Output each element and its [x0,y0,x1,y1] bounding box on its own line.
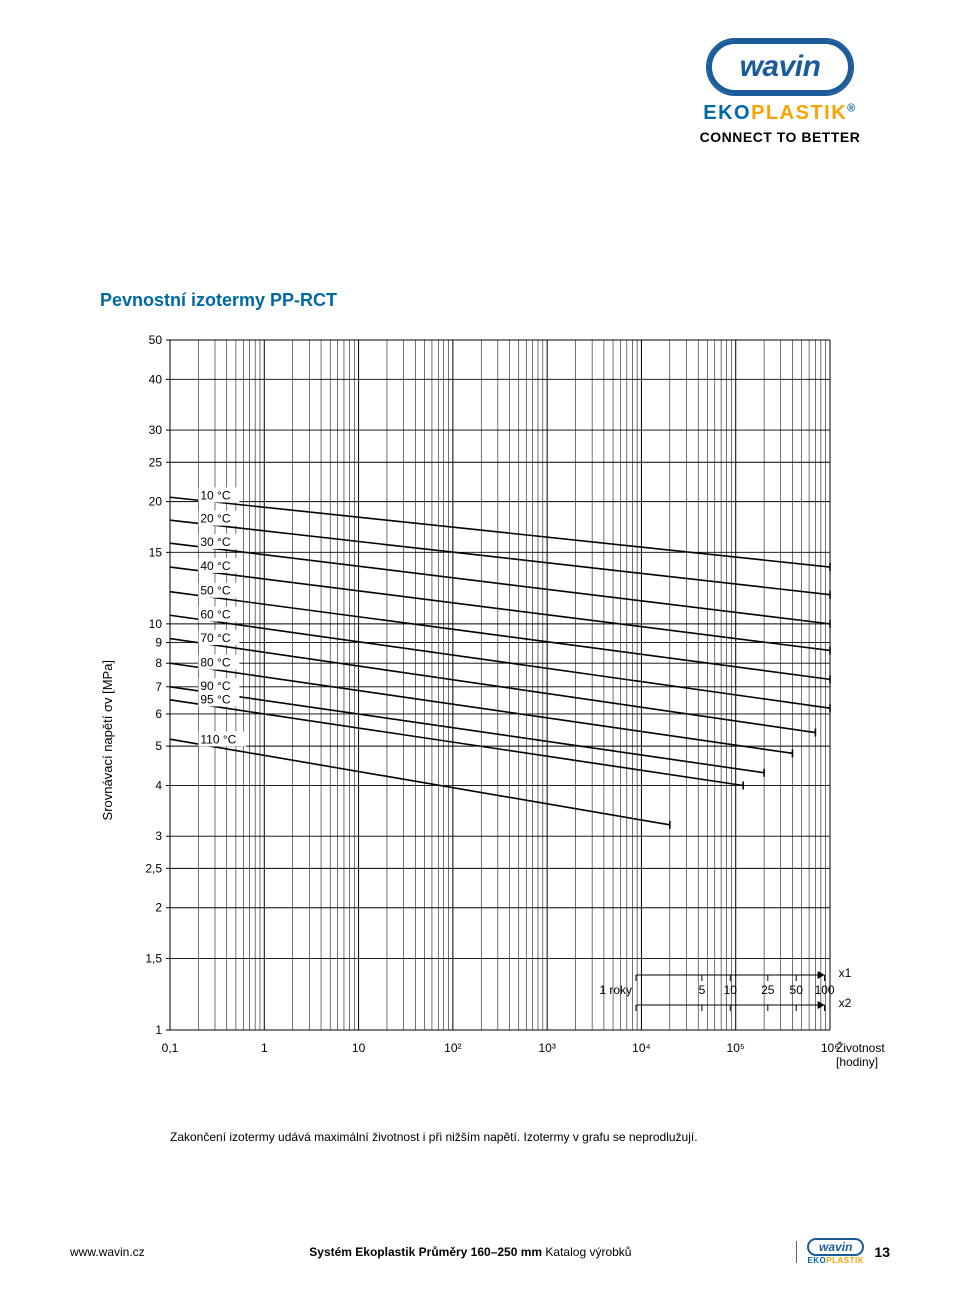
svg-text:10: 10 [352,1041,366,1055]
wavin-logo: wavin [708,40,853,94]
svg-text:1: 1 [261,1041,268,1055]
svg-text:10: 10 [724,983,738,997]
svg-text:40 °C: 40 °C [200,559,230,573]
svg-text:x1: x1 [839,966,852,980]
svg-text:20 °C: 20 °C [200,512,230,526]
svg-text:[hodiny]: [hodiny] [836,1055,878,1069]
mini-ekoplastik: EKOPLASTIK [807,1256,864,1265]
svg-text:Srovnávací napětí σv [MPa]: Srovnávací napětí σv [MPa] [100,660,115,821]
brand-block: wavin EKOPLASTIK® CONNECT TO BETTER [670,40,890,145]
svg-text:6: 6 [155,707,162,721]
svg-text:2: 2 [155,901,162,915]
footer-doc-title-light: Katalog výrobků [542,1245,631,1259]
svg-text:10³: 10³ [538,1041,555,1055]
chart-svg: 5040302520151098765432,521,510,111010²10… [70,330,890,1120]
svg-text:1: 1 [155,1023,162,1037]
svg-text:40: 40 [149,372,163,386]
footer-doc-title: Systém Ekoplastik Průměry 160–250 mm Kat… [309,1245,631,1259]
footer-mini-brand: wavin EKOPLASTIK [807,1238,864,1265]
footer-page-number: 13 [874,1244,890,1260]
svg-text:90 °C: 90 °C [200,679,230,693]
svg-text:50: 50 [790,983,804,997]
svg-text:8: 8 [155,656,162,670]
svg-text:3: 3 [155,829,162,843]
svg-text:9: 9 [155,635,162,649]
svg-text:4: 4 [155,778,162,792]
svg-text:10⁵: 10⁵ [727,1041,745,1055]
footer-separator [796,1241,797,1263]
svg-text:5: 5 [155,739,162,753]
svg-text:30 °C: 30 °C [200,535,230,549]
brand-tagline: CONNECT TO BETTER [670,129,890,145]
svg-text:20: 20 [149,495,163,509]
svg-text:1,5: 1,5 [145,951,162,965]
svg-text:25: 25 [761,983,775,997]
svg-text:10 °C: 10 °C [200,488,230,502]
svg-text:100: 100 [815,983,835,997]
svg-text:50 °C: 50 °C [200,584,230,598]
svg-text:7: 7 [155,680,162,694]
svg-text:2,5: 2,5 [145,861,162,875]
footer-doc-title-bold: Systém Ekoplastik Průměry 160–250 mm [309,1245,542,1259]
svg-text:10: 10 [149,617,163,631]
footer-site: www.wavin.cz [70,1245,145,1259]
svg-text:Životnost: Životnost [836,1040,885,1055]
svg-text:x2: x2 [839,996,852,1010]
svg-text:110 °C: 110 °C [200,732,236,746]
svg-text:95 °C: 95 °C [200,692,230,706]
svg-text:25: 25 [149,455,163,469]
svg-text:60 °C: 60 °C [200,608,230,622]
footer-right: wavin EKOPLASTIK 13 [796,1238,890,1265]
page-footer: www.wavin.cz Systém Ekoplastik Průměry 1… [70,1238,890,1265]
chart: 5040302520151098765432,521,510,111010²10… [70,330,890,1120]
svg-text:5: 5 [699,983,706,997]
svg-text:80 °C: 80 °C [200,656,230,670]
svg-text:10²: 10² [444,1041,461,1055]
mini-wavin-logo: wavin [807,1238,864,1256]
svg-text:70 °C: 70 °C [200,631,230,645]
ekoplastik-logo: EKOPLASTIK® [670,102,890,125]
svg-text:30: 30 [149,423,163,437]
svg-text:15: 15 [149,545,163,559]
chart-title: Pevnostní izotermy PP-RCT [100,290,337,311]
ekoplastik-prefix: EKO [703,102,751,124]
svg-text:1 roky: 1 roky [599,983,632,997]
svg-text:0,1: 0,1 [162,1041,179,1055]
svg-text:10⁴: 10⁴ [632,1041,651,1055]
chart-footnote: Zakončení izotermy udává maximální život… [170,1130,698,1144]
registered-mark: ® [847,102,857,114]
svg-text:50: 50 [149,333,163,347]
page: wavin EKOPLASTIK® CONNECT TO BETTER Pevn… [0,0,960,1295]
ekoplastik-suffix: PLASTIK [751,102,847,124]
